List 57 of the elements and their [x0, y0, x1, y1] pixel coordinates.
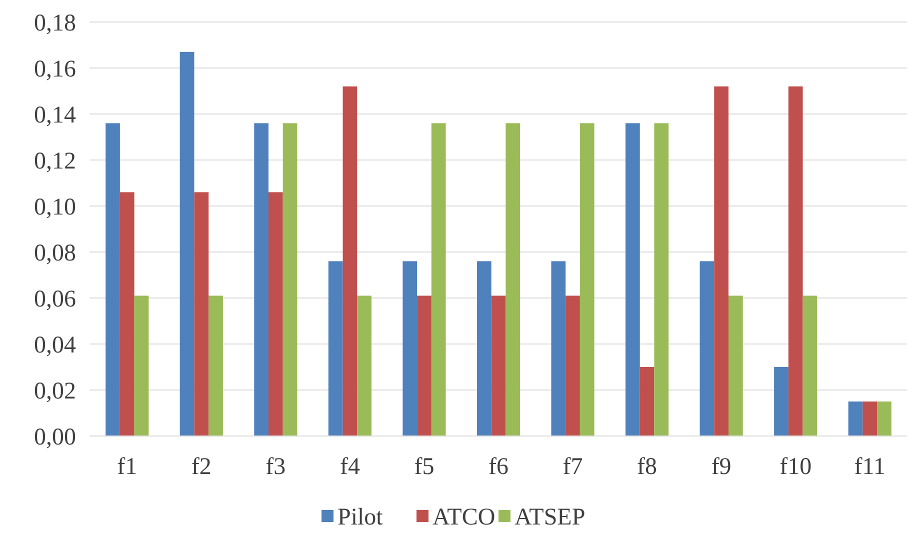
- bar: [282, 123, 298, 436]
- bar: [120, 192, 134, 436]
- y-tick-label: 0,08: [34, 240, 76, 266]
- x-tick-label: f2: [191, 454, 212, 480]
- bar: [208, 296, 223, 436]
- y-tick-label: 0,12: [34, 148, 76, 174]
- bar: [491, 296, 506, 436]
- bar: [551, 261, 566, 436]
- bar: [700, 261, 714, 436]
- x-tick-label: f9: [711, 454, 732, 480]
- bar: [728, 296, 743, 436]
- bar: [106, 123, 120, 436]
- bar: [417, 296, 432, 436]
- bar: [640, 367, 654, 436]
- x-tick-label: f10: [780, 454, 812, 480]
- bar: [268, 192, 283, 436]
- bar: [342, 86, 358, 436]
- bar: [714, 86, 728, 436]
- legend-label: ATSEP: [514, 504, 586, 530]
- legend-label: ATCO: [432, 504, 496, 530]
- x-tick-label: f1: [117, 454, 138, 480]
- bar: [862, 402, 878, 436]
- bar: [328, 261, 343, 436]
- x-tick-label: f4: [340, 454, 360, 480]
- bar: [431, 123, 446, 436]
- bar: [877, 402, 892, 436]
- y-tick-label: 0,18: [34, 10, 76, 36]
- bar: [566, 296, 580, 436]
- legend-label: Pilot: [338, 504, 384, 530]
- bar: [254, 123, 268, 436]
- y-tick-label: 0,06: [34, 286, 76, 312]
- bar: [580, 123, 594, 436]
- bar: [476, 261, 492, 436]
- y-tick-label: 0,00: [34, 424, 76, 450]
- bar: [848, 402, 863, 436]
- bar: [654, 123, 669, 436]
- bar: [788, 86, 803, 436]
- x-tick-label: f8: [637, 454, 658, 480]
- bar: [357, 296, 372, 436]
- bar: [626, 123, 640, 436]
- bar: [506, 123, 520, 436]
- y-tick-label: 0,14: [34, 102, 76, 128]
- bar: [194, 192, 209, 436]
- bar: [134, 296, 149, 436]
- y-tick-label: 0,16: [34, 56, 76, 82]
- bar: [402, 261, 418, 436]
- bar: [180, 52, 194, 436]
- y-tick-label: 0,02: [34, 378, 76, 404]
- bar: [802, 296, 818, 436]
- x-tick-label: f5: [414, 454, 434, 480]
- x-tick-label: f7: [562, 454, 583, 480]
- y-tick-label: 0,10: [34, 194, 76, 220]
- x-tick-label: f3: [266, 454, 286, 480]
- y-tick-label: 0,04: [34, 332, 76, 358]
- x-tick-label: f11: [854, 454, 886, 480]
- bar: [774, 367, 788, 436]
- x-tick-label: f6: [488, 454, 508, 480]
